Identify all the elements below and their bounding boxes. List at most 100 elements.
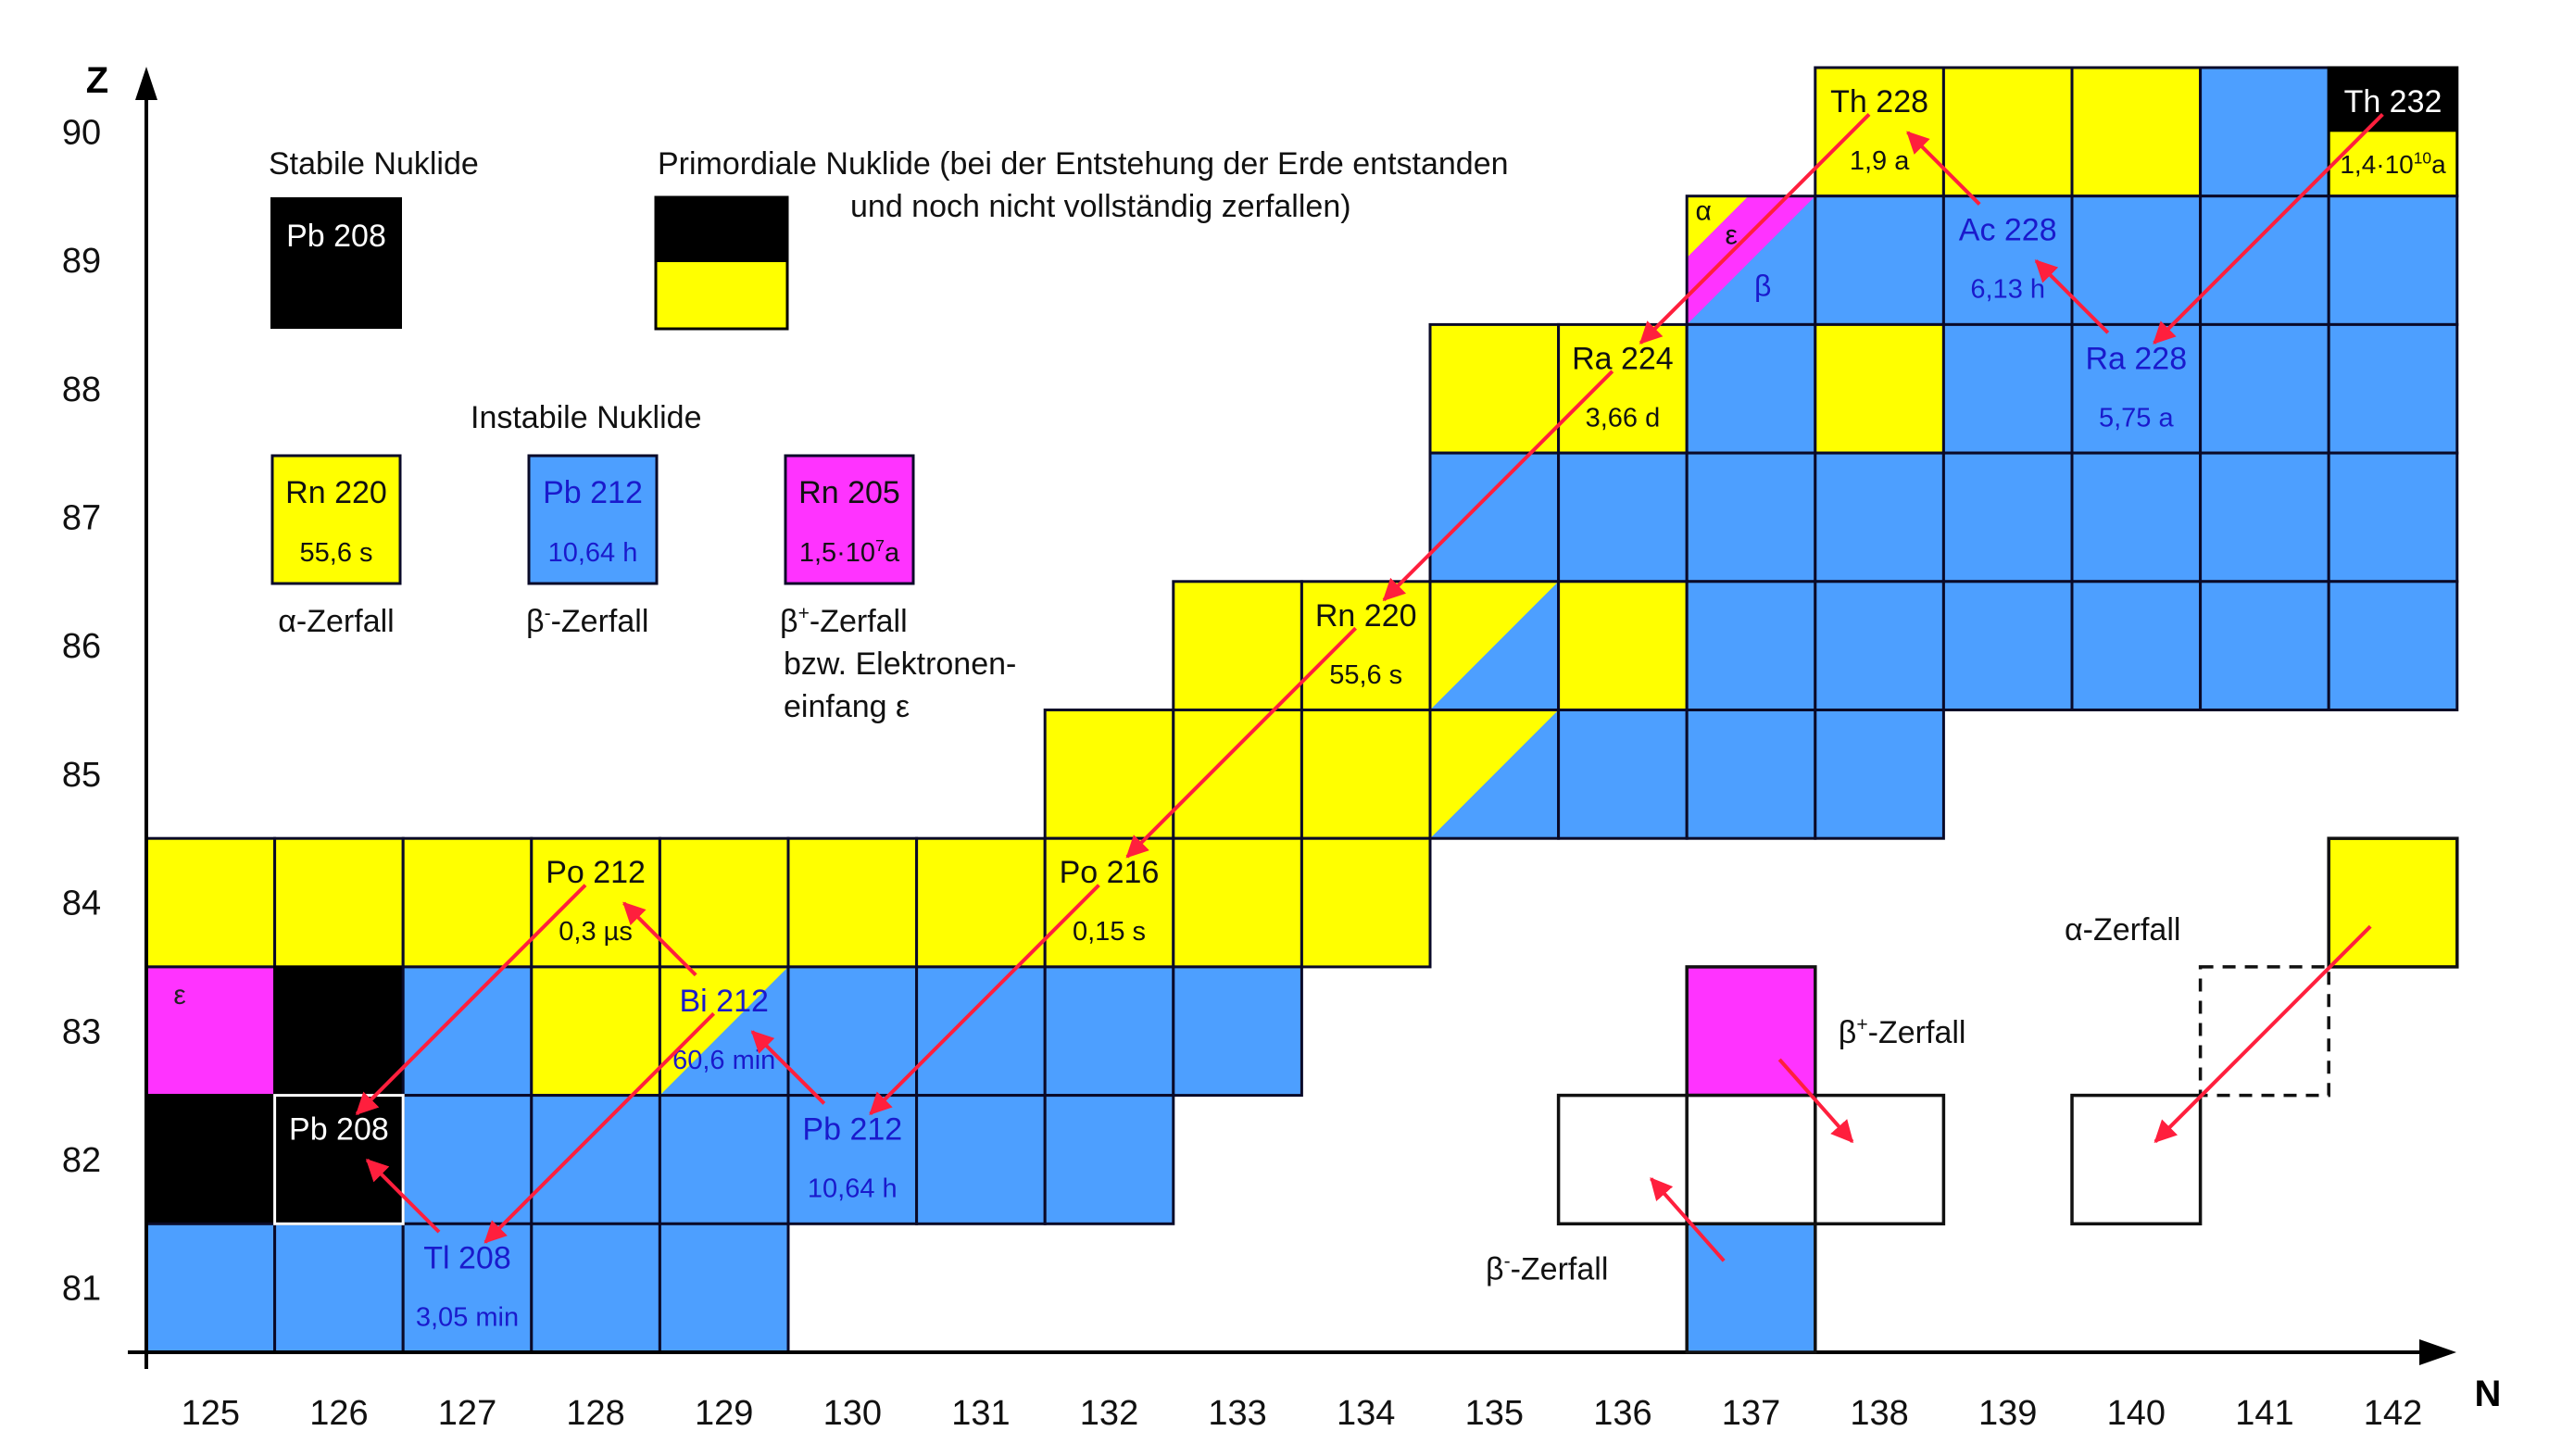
z-tick-label: 88 <box>62 370 101 409</box>
nuclide-cell <box>1428 580 1561 711</box>
schematic-alpha-label: α-Zerfall <box>2065 912 2180 948</box>
legend-beta-minus-swatch <box>527 454 659 585</box>
cell-background <box>1045 709 1174 839</box>
nuclide-cell <box>1814 709 1945 840</box>
cell-background <box>1430 324 1559 454</box>
cell-border <box>1043 1094 1175 1225</box>
cell-background <box>1687 709 1815 839</box>
nuclide-cell <box>2070 580 2203 711</box>
alpha-decay-arrow <box>869 884 1100 1115</box>
nuclide-cell <box>1941 580 2074 711</box>
nuclide-cell <box>1428 709 1561 840</box>
legend-primordial-text: und noch nicht vollständig zerfallen) <box>850 189 1351 224</box>
beta-decay-arrow <box>1906 131 1981 206</box>
cell-background <box>2072 453 2201 582</box>
nuclide-cell <box>658 1222 790 1354</box>
nuclide-cell <box>1043 965 1175 1098</box>
nuclide-cell <box>2199 66 2330 198</box>
n-tick-label: 125 <box>182 1394 240 1433</box>
cell-background <box>2329 324 2457 454</box>
cell-background <box>2072 581 2201 710</box>
decay-arrows <box>355 113 2384 1244</box>
cell-background <box>1814 709 1944 839</box>
cell-background <box>1558 453 1688 582</box>
nuclide-cell <box>658 1094 790 1225</box>
nuclide-cell <box>1557 709 1689 840</box>
n-tick-label: 126 <box>309 1394 368 1433</box>
cell-background <box>1301 709 1430 839</box>
legend-unstable-title: Instabile Nuklide <box>471 400 701 435</box>
alpha-decay-arrow <box>1639 113 1871 345</box>
cell-background <box>788 838 917 967</box>
nuclide-cell <box>1941 322 2074 455</box>
z-axis-label: Z <box>86 60 108 101</box>
legend-sample-half-life: 10,64 h <box>548 538 638 568</box>
cell-background <box>1045 838 1174 967</box>
nuclide-name: Ac 228 <box>1959 213 2057 248</box>
nuclide-cell <box>1300 709 1432 840</box>
cell-background <box>659 1224 788 1352</box>
nuclide-name: Tl 208 <box>423 1240 511 1275</box>
cell-background <box>659 838 788 967</box>
nuclide-half-life: 3,05 min <box>416 1302 519 1332</box>
z-tick-label: 90 <box>62 113 101 152</box>
nuclide-cell <box>2199 580 2330 711</box>
cell-background <box>2329 195 2457 325</box>
legend-beta-plus-caption: β+-Zerfall <box>780 603 908 639</box>
n-tick-label: 134 <box>1337 1394 1395 1433</box>
legend-sample-name: Pb 212 <box>543 475 643 510</box>
cell-alpha-part <box>659 966 788 1096</box>
legend-sample-half-life: 1,5·107a <box>799 536 900 568</box>
nuclide-cell <box>144 965 277 1098</box>
n-tick-label: 132 <box>1080 1394 1138 1433</box>
nuclide-cell <box>144 1222 277 1354</box>
nuclide-cell <box>2070 66 2203 198</box>
nuclide-cell <box>530 1222 661 1354</box>
legend-stable-title: Stabile Nuklide <box>269 146 479 182</box>
cell-background <box>531 966 660 1096</box>
schematic-beta-minus-arrow <box>1650 1177 1726 1262</box>
nuclide-cell <box>1428 322 1561 455</box>
nuclide-cell <box>1172 965 1303 1098</box>
z-tick-label: 83 <box>62 1012 101 1051</box>
cell-beta-plus-band <box>1687 195 1815 325</box>
legend-stable-name: Pb 208 <box>286 219 386 254</box>
cell-background <box>1943 324 2072 454</box>
cell-background <box>916 838 1046 967</box>
z-tick-label: 87 <box>62 498 101 537</box>
cell-background <box>403 838 532 967</box>
legend-sample-name: Rn 205 <box>798 475 900 510</box>
nuclide-half-life: 1,9 a <box>1850 146 1910 176</box>
cell-background <box>146 1095 275 1224</box>
n-tick-label: 131 <box>951 1394 1010 1433</box>
schematic-beta-minus-label: β--Zerfall <box>1486 1250 1608 1287</box>
beta-decay-arrow <box>365 1159 441 1234</box>
schematic-empty-cell <box>1556 1093 1689 1226</box>
nuclide-name: Ra 224 <box>1572 341 1674 376</box>
cell-background <box>1173 966 1302 1096</box>
nuclide-cell <box>1428 451 1561 584</box>
cell-background <box>1687 324 1815 454</box>
z-tick-label: 82 <box>62 1141 101 1180</box>
cell-background <box>1301 838 1430 967</box>
legend-primordial-text: Primordiale Nuklide (bei der Entstehung … <box>658 146 1509 182</box>
cell-background <box>274 838 404 967</box>
epsilon-symbol: ε <box>173 980 185 1010</box>
nuclide-cell <box>530 1094 661 1225</box>
cell-background <box>1687 581 1815 710</box>
cell-border <box>1300 836 1432 969</box>
cell-background <box>1558 324 1688 454</box>
cell-background <box>403 1224 532 1352</box>
nuclide-cell <box>915 836 1047 969</box>
cell-background <box>1558 709 1688 839</box>
nuclide-cell <box>2070 322 2203 455</box>
beta-decay-arrow <box>622 901 697 977</box>
cell-background <box>2200 324 2329 454</box>
beta-symbol: β <box>1754 270 1771 303</box>
nuclide-half-life: 1,4·1010a <box>2340 148 2446 179</box>
nuclide-cell <box>530 965 661 1098</box>
cell-background <box>1301 581 1430 710</box>
cell-background <box>1173 709 1302 839</box>
nuclide-cell <box>658 836 790 969</box>
n-tick-label: 127 <box>438 1394 496 1433</box>
